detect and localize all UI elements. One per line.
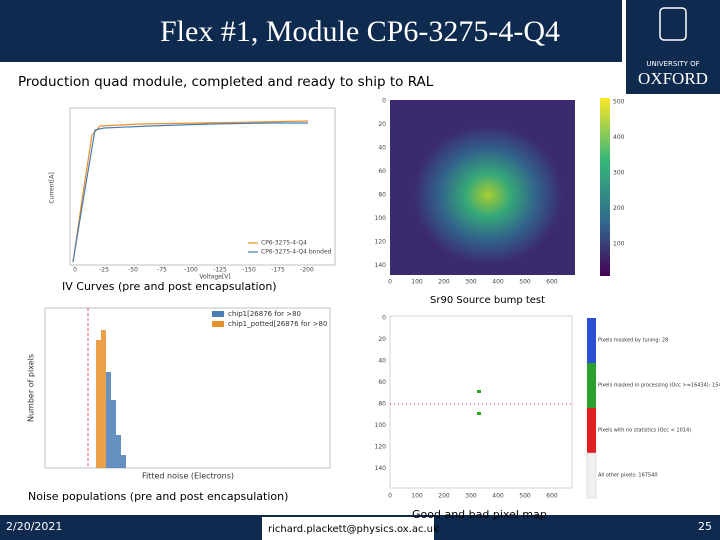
footer-page: 25: [698, 520, 712, 533]
title: Flex #1, Module CP6-3275-4-Q4: [160, 15, 560, 48]
x-tick-label: 200: [438, 493, 450, 500]
x-tick-label: 0: [73, 267, 77, 274]
colorbar-tick-label: 100: [613, 241, 625, 248]
x-tick-label: -75: [157, 267, 167, 274]
legend-label: CP6-3275-4-Q4: [261, 240, 307, 247]
x-tick-label: -50: [128, 267, 138, 274]
logo-line1: UNIVERSITY OF: [646, 60, 699, 68]
caption: Good and bad pixel map: [412, 508, 547, 521]
logo: [626, 0, 720, 94]
legend-label: All other pixels: 167540: [598, 473, 658, 479]
legend-label: chip1[26876 for >80: [228, 310, 301, 318]
x-tick-label: 100: [411, 279, 423, 286]
legend-key: [212, 321, 224, 327]
x-tick-label: 300: [465, 279, 477, 286]
y-tick-label: 60: [378, 168, 386, 175]
colorbar-tick-label: 400: [613, 134, 625, 141]
x-axis-label: Fitted noise (Electrons): [142, 472, 234, 481]
masked-pixels: [477, 412, 481, 415]
iv-curve: [72, 122, 308, 263]
logo-crest: [659, 7, 687, 41]
heatmap-blob: [413, 125, 563, 265]
y-tick-label: 40: [378, 145, 386, 152]
footer-date: 2/20/2021: [6, 520, 62, 533]
x-tick-label: -150: [242, 267, 256, 274]
x-tick-label: 100: [411, 493, 423, 500]
x-tick-label: 400: [492, 279, 504, 286]
y-tick-label: 120: [375, 239, 387, 246]
y-tick-label: 60: [378, 379, 386, 386]
x-tick-label: 200: [438, 279, 450, 286]
colorbar: [600, 98, 610, 276]
caption: Sr90 Source bump test: [430, 295, 545, 306]
x-tick-label: 300: [465, 493, 477, 500]
histogram-bar: [96, 340, 101, 468]
x-tick-label: 0: [388, 279, 392, 286]
subtitle: Production quad module, completed and re…: [18, 74, 434, 90]
noise-axes: [44, 307, 331, 469]
logo-line2: OXFORD: [638, 69, 708, 88]
caption: IV Curves (pre and post encapsulation): [62, 280, 277, 293]
histogram-bar: [111, 400, 116, 468]
y-tick-label: 0: [382, 98, 386, 105]
iv-curve: [72, 120, 309, 263]
legend-swatch: [586, 452, 597, 499]
y-tick-label: 120: [375, 444, 387, 451]
footer-email: richard.plackett@physics.ox.ac.uk: [268, 524, 439, 535]
legend-swatch: [587, 318, 596, 363]
histogram-bar: [116, 435, 121, 468]
y-tick-label: 140: [375, 262, 387, 269]
y-tick-label: 0: [382, 315, 386, 322]
x-tick-label: 500: [519, 493, 531, 500]
x-tick-label: -100: [184, 267, 198, 274]
y-tick-label: 100: [375, 215, 387, 222]
legend-label: Pixels with no statistics (Occ < 1014): [598, 428, 691, 434]
y-tick-label: 40: [378, 358, 386, 365]
pixel-map-figure: [389, 315, 597, 499]
colorbar-tick-label: 200: [613, 205, 625, 212]
x-tick-label: 600: [546, 279, 558, 286]
masked-pixels: [477, 390, 481, 393]
y-axis-label: Number of pixels: [27, 354, 36, 422]
colorbar-tick-label: 500: [613, 99, 625, 106]
iv-figure: [69, 107, 336, 266]
x-tick-label: -175: [271, 267, 285, 274]
legend-swatch: [587, 363, 596, 408]
histogram-bar: [101, 330, 106, 468]
x-tick-label: 600: [546, 493, 558, 500]
footer-email-box: [262, 517, 434, 540]
noise-figure: [44, 307, 331, 469]
x-tick-label: -25: [99, 267, 109, 274]
y-tick-label: 140: [375, 465, 387, 472]
legend-label: Pixels masked in processing (Occ >=16434…: [598, 383, 720, 389]
y-tick-label: 20: [378, 336, 386, 343]
legend-key: [212, 311, 224, 317]
legend-label: CP6-3275-4-Q4 bonded: [261, 249, 332, 256]
legend-label: chip1_potted[26876 for >80: [228, 320, 327, 328]
x-tick-label: 400: [492, 493, 504, 500]
colorbar-tick-label: 300: [613, 170, 625, 177]
x-tick-label: 0: [388, 493, 392, 500]
y-tick-label: 80: [378, 192, 386, 199]
x-tick-label: 500: [519, 279, 531, 286]
title-bar: [0, 0, 622, 62]
histogram-bar: [121, 455, 126, 468]
histogram-bar: [106, 372, 111, 468]
y-tick-label: 20: [378, 121, 386, 128]
iv-axes: [69, 107, 336, 266]
source-figure: [390, 98, 610, 276]
legend-swatch: [587, 408, 596, 453]
x-tick-label: -200: [300, 267, 314, 274]
y-tick-label: 80: [378, 401, 386, 408]
x-tick-label: -125: [213, 267, 227, 274]
y-tick-label: 100: [375, 422, 387, 429]
y-axis-label: Current[A]: [49, 172, 56, 203]
legend-label: Pixels masked by tuning: 28: [598, 338, 668, 344]
pixel-map: [389, 315, 573, 489]
x-axis-label: Voltage[V]: [199, 274, 230, 281]
caption: Noise populations (pre and post encapsul…: [28, 490, 288, 503]
